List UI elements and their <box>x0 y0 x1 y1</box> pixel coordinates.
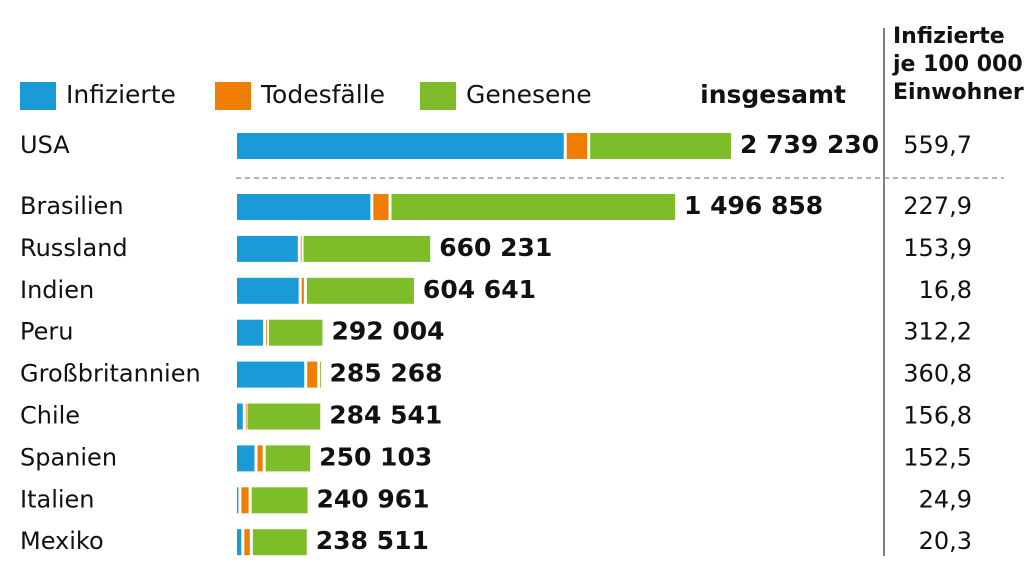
per-capita-label: 152,5 <box>903 443 972 471</box>
total-label: 1 496 858 <box>684 191 823 220</box>
bar-segment <box>307 361 318 388</box>
per-capita-title: je 100 000 <box>892 52 1023 77</box>
bar-segment <box>265 445 311 472</box>
bar-segment <box>237 194 371 220</box>
bar-segment <box>373 194 389 220</box>
bar-segment <box>247 403 321 430</box>
total-label: 292 004 <box>331 317 444 346</box>
bar-segment <box>391 194 675 220</box>
total-label: 238 511 <box>316 526 429 555</box>
legend-label: Infizierte <box>66 80 176 109</box>
per-capita-label: 559,7 <box>903 131 972 159</box>
legend-label: Genesene <box>466 80 592 109</box>
bar-segment <box>237 235 298 262</box>
total-label: 240 961 <box>317 484 430 513</box>
bar-segment <box>237 403 243 430</box>
category-label: Chile <box>20 402 80 430</box>
bar-segment <box>237 361 305 388</box>
category-label: Peru <box>20 318 73 346</box>
total-label: 660 231 <box>439 233 552 262</box>
bar-segment <box>245 403 247 430</box>
category-label: Indien <box>20 276 94 304</box>
bar-segment <box>237 487 239 514</box>
bar-segment <box>244 529 250 556</box>
category-label: Großbritannien <box>20 360 201 388</box>
category-label: Spanien <box>20 443 117 471</box>
category-label: USA <box>20 131 70 159</box>
per-capita-label: 312,2 <box>903 318 972 346</box>
bar-segment <box>237 319 263 346</box>
per-capita-label: 24,9 <box>919 485 972 513</box>
per-capita-label: 20,3 <box>919 527 972 555</box>
bar-segment <box>265 319 267 346</box>
bar-segment <box>237 277 299 304</box>
bar-segment <box>257 445 263 472</box>
bar-segment <box>590 133 731 159</box>
per-capita-label: 16,8 <box>919 276 972 304</box>
per-capita-label: 153,9 <box>903 234 972 262</box>
bar-segment <box>300 235 302 262</box>
total-label: 250 103 <box>319 442 432 471</box>
bar-segment <box>566 133 588 159</box>
category-label: Russland <box>20 234 128 262</box>
category-label: Italien <box>20 485 95 513</box>
per-capita-label: 156,8 <box>903 402 972 430</box>
total-label: 285 268 <box>329 359 442 388</box>
bar-segment <box>251 487 308 514</box>
bar-segment <box>301 277 304 304</box>
per-capita-label: 227,9 <box>903 192 972 220</box>
bar-segment <box>268 319 323 346</box>
bar-segment <box>237 133 564 159</box>
bar-segment <box>237 445 255 472</box>
bar-segment <box>320 361 321 388</box>
legend-swatch <box>215 82 251 110</box>
bar-segment <box>303 235 431 262</box>
total-label: 604 641 <box>423 275 536 304</box>
bar-segment <box>237 529 242 556</box>
category-label: Brasilien <box>20 192 124 220</box>
category-label: Mexiko <box>20 527 104 555</box>
legend-label: Todesfälle <box>260 80 385 109</box>
per-capita-title: Einwohner <box>893 80 1024 105</box>
per-capita-label: 360,8 <box>903 360 972 388</box>
legend-swatch <box>420 82 456 110</box>
per-capita-title: Infizierte <box>893 24 1005 49</box>
total-label: 2 739 230 <box>740 130 879 159</box>
totals-title: insgesamt <box>700 80 846 109</box>
total-label: 284 541 <box>329 401 442 430</box>
legend-swatch <box>20 82 56 110</box>
bar-segment <box>241 487 249 514</box>
bar-segment <box>306 277 414 304</box>
bar-segment <box>252 529 307 556</box>
